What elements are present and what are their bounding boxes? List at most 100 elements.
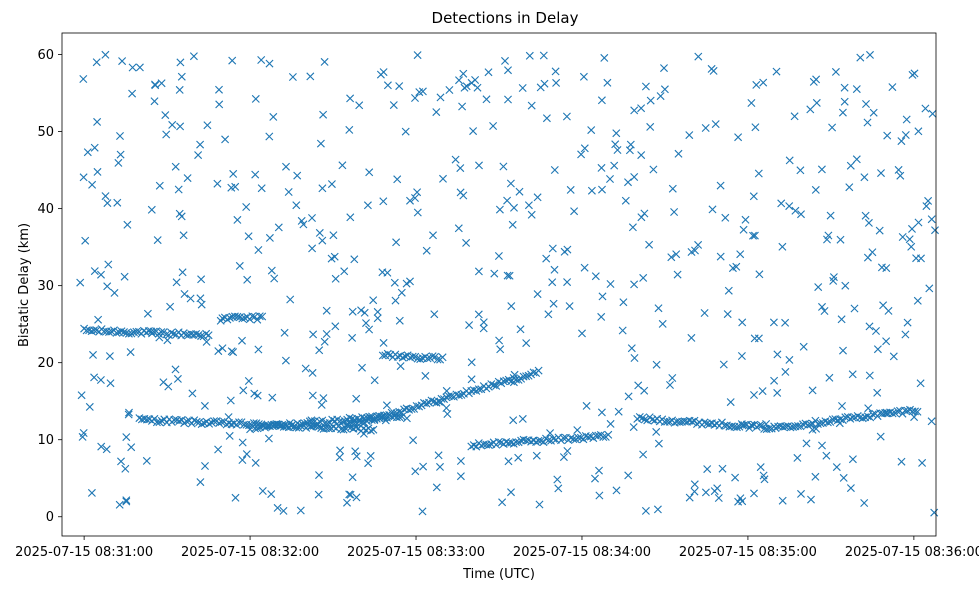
detection-point bbox=[550, 265, 559, 274]
detection-point bbox=[150, 414, 159, 423]
detection-point bbox=[397, 288, 406, 297]
detection-point bbox=[422, 246, 431, 255]
detection-point bbox=[267, 490, 276, 499]
detection-point bbox=[288, 420, 297, 429]
plot-frame bbox=[61, 32, 937, 537]
detection-point bbox=[838, 402, 846, 410]
detection-point bbox=[599, 433, 608, 441]
detection-point bbox=[454, 224, 463, 233]
detection-point bbox=[401, 352, 410, 361]
detection-point bbox=[685, 493, 694, 502]
detection-point bbox=[498, 498, 507, 507]
detection-point bbox=[413, 208, 422, 217]
detection-point bbox=[563, 278, 572, 287]
detection-point bbox=[646, 122, 655, 131]
detection-point bbox=[360, 308, 369, 317]
detection-point bbox=[214, 445, 223, 454]
detection-point bbox=[505, 271, 514, 280]
detection-point bbox=[809, 77, 818, 86]
detection-point bbox=[413, 188, 422, 197]
detection-point bbox=[898, 233, 907, 241]
detection-point bbox=[550, 166, 559, 174]
detection-point bbox=[465, 321, 474, 330]
detection-point bbox=[790, 112, 799, 121]
detection-point bbox=[484, 68, 493, 77]
detection-point bbox=[639, 273, 648, 282]
detection-point bbox=[225, 313, 234, 322]
detection-point bbox=[522, 436, 531, 445]
detection-point bbox=[797, 489, 805, 498]
detection-point bbox=[741, 215, 750, 224]
detection-point bbox=[612, 486, 621, 495]
detection-point bbox=[395, 316, 404, 325]
detection-point bbox=[200, 401, 209, 410]
detection-point bbox=[227, 183, 236, 192]
detection-point bbox=[411, 94, 419, 102]
detection-point bbox=[348, 333, 357, 342]
detection-point bbox=[300, 419, 309, 428]
detection-point bbox=[346, 94, 355, 103]
detection-point bbox=[852, 155, 861, 164]
detection-point bbox=[882, 408, 891, 417]
detection-point bbox=[824, 231, 833, 240]
detection-point bbox=[172, 278, 181, 287]
detection-point bbox=[598, 292, 607, 301]
detection-point bbox=[777, 199, 786, 208]
detection-point bbox=[582, 401, 591, 410]
detection-point bbox=[197, 420, 206, 429]
detection-point bbox=[510, 203, 518, 212]
detection-point bbox=[418, 507, 427, 516]
detection-point bbox=[578, 329, 586, 338]
detection-point bbox=[235, 261, 244, 270]
detection-point bbox=[207, 418, 216, 427]
detection-point bbox=[474, 385, 483, 394]
detection-point bbox=[625, 146, 634, 155]
detection-point bbox=[215, 100, 224, 109]
detection-point bbox=[266, 422, 274, 431]
detection-point bbox=[308, 391, 317, 400]
detection-point bbox=[194, 151, 203, 160]
detection-point bbox=[820, 307, 829, 315]
detection-point bbox=[515, 187, 524, 196]
y-tick-label: 0 bbox=[46, 510, 54, 525]
detection-point bbox=[630, 354, 639, 362]
detection-point bbox=[752, 423, 761, 431]
detection-point bbox=[401, 127, 410, 136]
detection-point bbox=[355, 101, 364, 110]
detection-point bbox=[322, 306, 331, 315]
detection-point bbox=[439, 174, 447, 183]
detection-point bbox=[87, 488, 96, 497]
detection-point bbox=[462, 238, 471, 247]
detection-point bbox=[897, 137, 906, 146]
detection-point bbox=[812, 98, 821, 107]
detection-point bbox=[724, 286, 733, 295]
detection-point bbox=[159, 378, 168, 387]
detection-point bbox=[189, 52, 198, 61]
detection-point bbox=[872, 327, 880, 335]
detection-point bbox=[514, 453, 523, 462]
detection-point bbox=[428, 352, 437, 361]
detection-point bbox=[201, 462, 209, 470]
detection-point bbox=[831, 67, 840, 76]
detection-point bbox=[292, 201, 301, 210]
detection-point bbox=[316, 139, 325, 148]
detection-point bbox=[863, 253, 872, 262]
detection-point bbox=[527, 210, 536, 219]
detection-point bbox=[225, 431, 234, 440]
detection-point bbox=[649, 165, 658, 174]
detection-point bbox=[350, 419, 359, 428]
detection-point bbox=[390, 278, 399, 287]
detection-point bbox=[459, 191, 468, 200]
detection-point bbox=[716, 181, 725, 190]
detection-point bbox=[868, 410, 877, 419]
detection-point bbox=[503, 196, 512, 205]
detection-point bbox=[244, 232, 253, 241]
y-tick-label: 40 bbox=[37, 202, 54, 217]
detection-point bbox=[455, 76, 463, 85]
detection-point bbox=[606, 419, 615, 428]
detection-point bbox=[610, 161, 619, 170]
detection-point bbox=[846, 161, 855, 170]
detection-point bbox=[811, 185, 820, 194]
detection-point bbox=[233, 215, 242, 224]
